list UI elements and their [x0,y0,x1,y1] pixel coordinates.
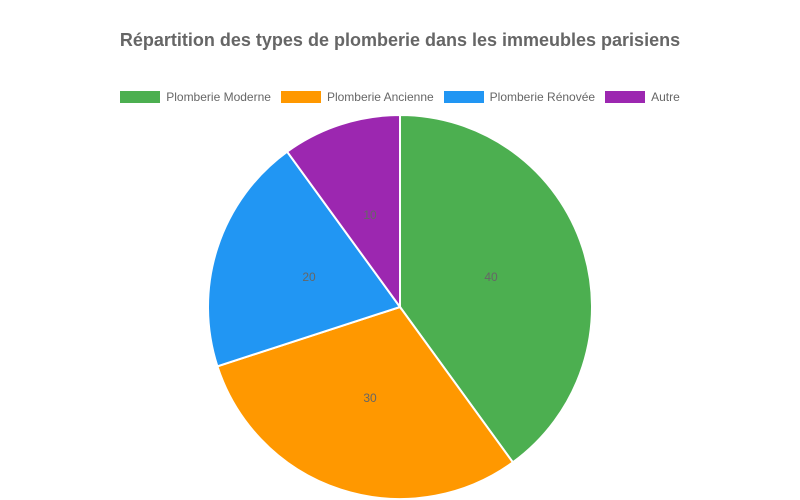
slice-label-renovee: 20 [302,270,316,284]
legend-label: Autre [651,90,680,104]
legend: Plomberie Moderne Plomberie Ancienne Plo… [0,90,800,104]
legend-swatch-moderne [120,91,161,103]
slice-label-moderne: 40 [484,270,498,284]
legend-item-renovee[interactable]: Plomberie Rénovée [443,90,596,104]
legend-item-autre[interactable]: Autre [605,90,680,104]
pie-slice-moderne[interactable] [399,113,593,464]
legend-item-ancienne[interactable]: Plomberie Ancienne [280,90,434,104]
legend-swatch-autre [605,91,646,103]
pie-slice-renovee[interactable] [207,150,402,368]
legend-swatch-renovee [443,91,484,103]
legend-label: Plomberie Ancienne [326,90,434,104]
legend-swatch-ancienne [280,91,321,103]
slice-label-ancienne: 30 [363,391,377,405]
slice-label-autre: 10 [363,208,377,222]
legend-label: Plomberie Moderne [166,90,271,104]
chart-title: Répartition des types de plomberie dans … [119,30,681,50]
pie-slice-autre[interactable] [285,113,401,311]
legend-label: Plomberie Rénovée [489,90,596,104]
legend-item-moderne[interactable]: Plomberie Moderne [120,90,271,104]
pie-slice-ancienne[interactable] [216,305,515,500]
